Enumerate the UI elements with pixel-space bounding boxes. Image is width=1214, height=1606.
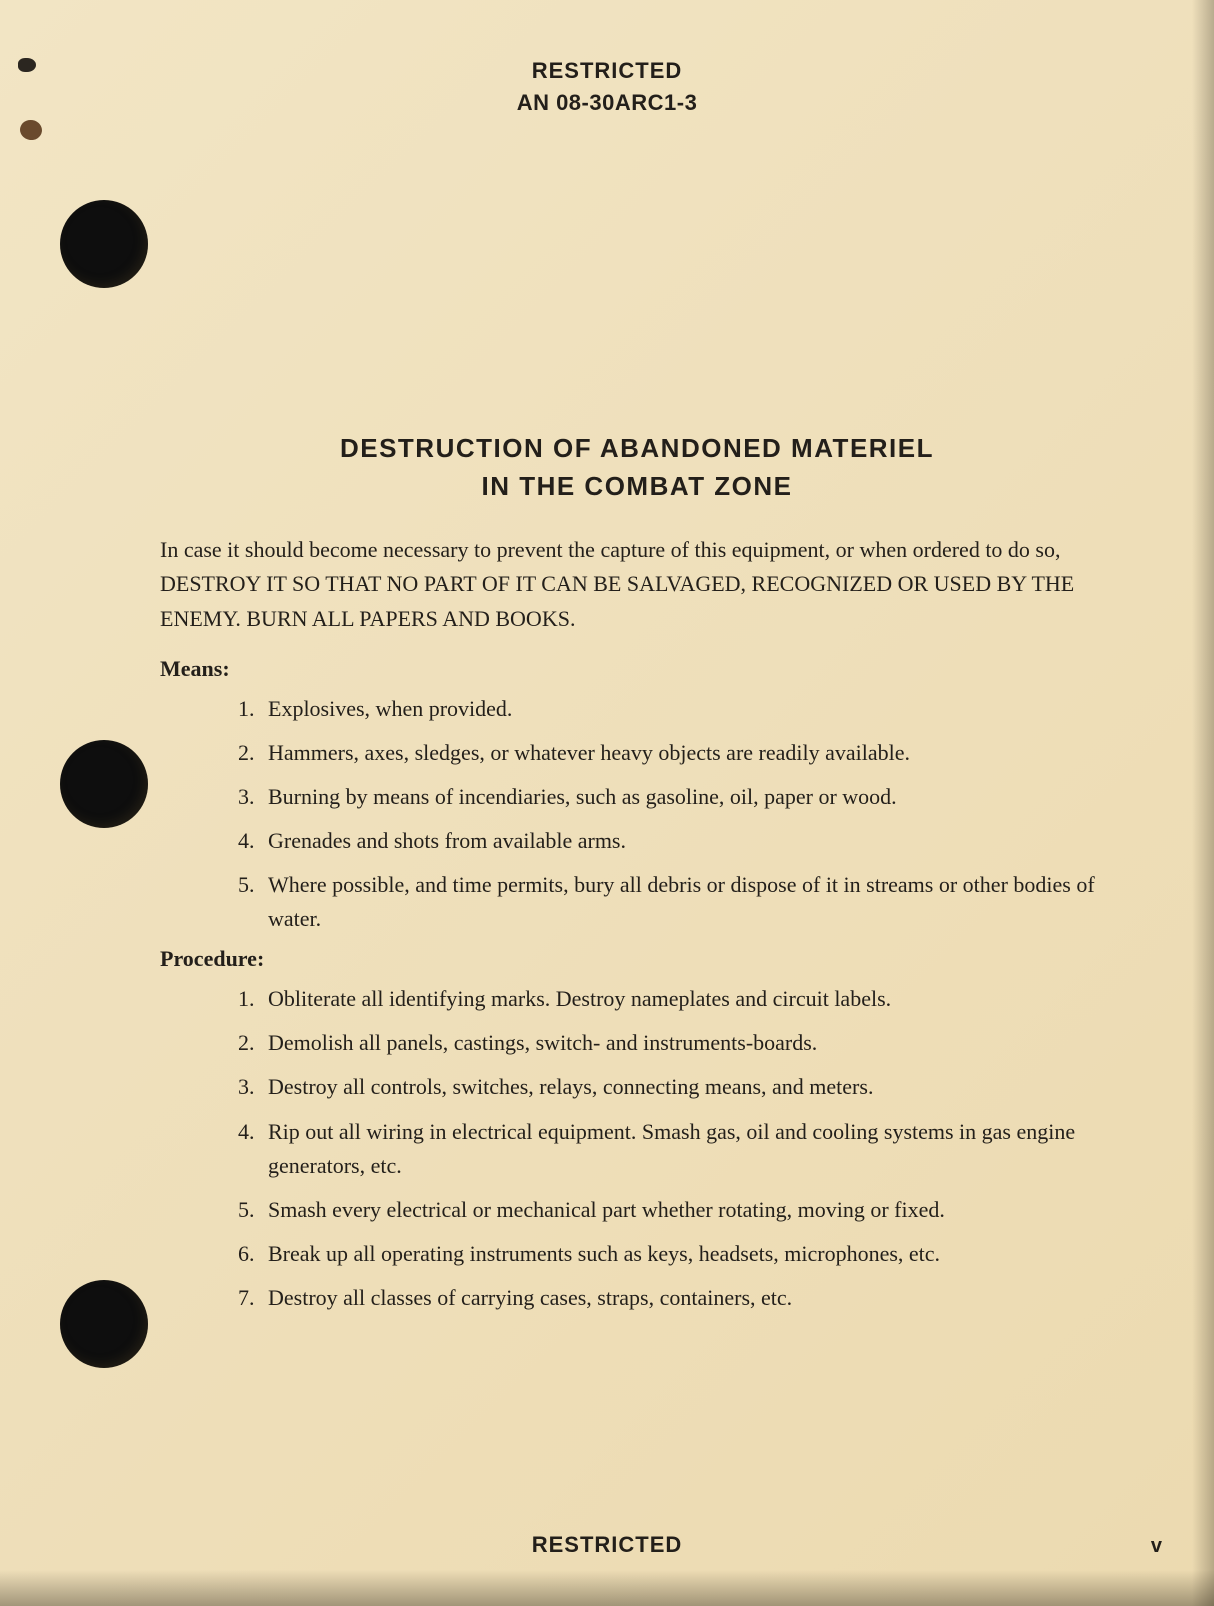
list-item: 1. Obliterate all identifying marks. Dest… <box>238 982 1114 1016</box>
list-item: 2. Demolish all panels, castings, switch-… <box>238 1026 1114 1060</box>
list-text: Destroy all controls, switches, relays, … <box>268 1074 873 1099</box>
procedure-heading: Procedure: <box>160 946 1114 972</box>
scanned-page: RESTRICTED AN 08-30ARC1-3 DESTRUCTION OF… <box>0 0 1214 1606</box>
list-item: 3. Destroy all controls, switches, relays… <box>238 1070 1114 1104</box>
list-item: 3. Burning by means of incendiaries, such… <box>238 780 1114 814</box>
list-number: 2. <box>238 736 255 770</box>
classification-top: RESTRICTED <box>0 58 1214 84</box>
list-text: Grenades and shots from available arms. <box>268 828 626 853</box>
list-number: 4. <box>238 824 255 858</box>
title-line-1: DESTRUCTION OF ABANDONED MATERIEL <box>340 433 934 463</box>
list-number: 5. <box>238 1193 255 1227</box>
classification-bottom: RESTRICTED <box>0 1532 1214 1558</box>
list-text: Destroy all classes of carrying cases, s… <box>268 1285 792 1310</box>
list-text: Demolish all panels, castings, switch- a… <box>268 1030 817 1055</box>
list-number: 3. <box>238 780 255 814</box>
section-title: DESTRUCTION OF ABANDONED MATERIEL IN THE… <box>160 430 1114 505</box>
list-number: 3. <box>238 1070 255 1104</box>
list-item: 4. Rip out all wiring in electrical equip… <box>238 1115 1114 1183</box>
list-item: 6. Break up all operating instruments suc… <box>238 1237 1114 1271</box>
list-number: 5. <box>238 868 255 902</box>
list-number: 1. <box>238 982 255 1016</box>
scan-shadow-right <box>1192 0 1214 1606</box>
list-item: 4. Grenades and shots from available arms… <box>238 824 1114 858</box>
scan-shadow-bottom <box>0 1570 1214 1606</box>
list-text: Smash every electrical or mechanical par… <box>268 1197 945 1222</box>
list-item: 1. Explosives, when provided. <box>238 692 1114 726</box>
means-list: 1. Explosives, when provided. 2. Hammers, … <box>160 692 1114 937</box>
means-heading: Means: <box>160 656 1114 682</box>
list-number: 1. <box>238 692 255 726</box>
list-item: 7. Destroy all classes of carrying cases,… <box>238 1281 1114 1315</box>
list-text: Obliterate all identifying marks. Destro… <box>268 986 891 1011</box>
list-number: 4. <box>238 1115 255 1149</box>
page-body: DESTRUCTION OF ABANDONED MATERIEL IN THE… <box>160 430 1114 1325</box>
list-item: 5. Where possible, and time permits, bury… <box>238 868 1114 936</box>
page-header: RESTRICTED AN 08-30ARC1-3 <box>0 58 1214 116</box>
scan-artifact <box>18 118 43 142</box>
list-text: Explosives, when provided. <box>268 696 512 721</box>
list-number: 6. <box>238 1237 255 1271</box>
list-number: 7. <box>238 1281 255 1315</box>
list-number: 2. <box>238 1026 255 1060</box>
list-item: 2. Hammers, axes, sledges, or whatever he… <box>238 736 1114 770</box>
list-text: Rip out all wiring in electrical equipme… <box>268 1119 1075 1178</box>
list-text: Hammers, axes, sledges, or whatever heav… <box>268 740 910 765</box>
document-number: AN 08-30ARC1-3 <box>0 90 1214 116</box>
page-number: v <box>1151 1535 1162 1558</box>
binder-hole <box>60 740 148 828</box>
binder-hole <box>60 1280 148 1368</box>
list-text: Break up all operating instruments such … <box>268 1241 940 1266</box>
intro-paragraph: In case it should become necessary to pr… <box>160 533 1114 635</box>
title-line-2: IN THE COMBAT ZONE <box>481 471 792 501</box>
list-item: 5. Smash every electrical or mechanical p… <box>238 1193 1114 1227</box>
list-text: Where possible, and time permits, bury a… <box>268 872 1095 931</box>
binder-hole <box>60 200 148 288</box>
list-text: Burning by means of incendiaries, such a… <box>268 784 897 809</box>
procedure-list: 1. Obliterate all identifying marks. Dest… <box>160 982 1114 1315</box>
